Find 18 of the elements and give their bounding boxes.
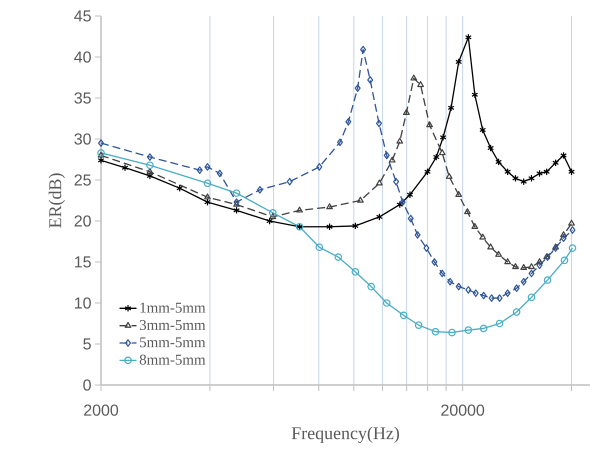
y-tick-label: 15 <box>74 256 91 268</box>
y-tick-label: 5 <box>83 338 91 350</box>
y-tick-label: 20 <box>74 215 91 227</box>
x-axis-title: Frequency(Hz) <box>292 426 400 443</box>
y-axis-title: ER(dB) <box>48 173 65 228</box>
legend-label: 8mm-5mm <box>140 354 206 365</box>
y-tick-label: 40 <box>74 51 91 63</box>
x-tick-label: 20000 <box>441 404 484 416</box>
y-tick-label: 30 <box>74 133 91 145</box>
y-tick-label: 45 <box>74 10 91 22</box>
y-tick-label: 0 <box>83 379 91 391</box>
y-tick-label: 10 <box>74 297 91 309</box>
y-tick-label: 25 <box>74 174 91 186</box>
y-tick-label: 35 <box>74 92 91 104</box>
x-tick-label: 2000 <box>84 404 118 416</box>
legend-label: 3mm-5mm <box>140 320 206 330</box>
legend-label: 1mm-5mm <box>140 302 206 313</box>
legend-label: 5mm-5mm <box>140 337 206 348</box>
